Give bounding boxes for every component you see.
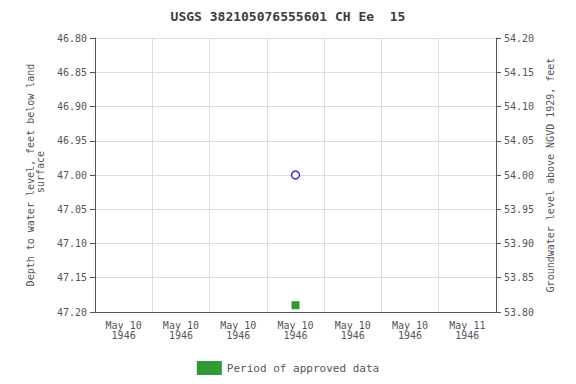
svg-text:46.85: 46.85 [57, 67, 87, 78]
svg-text:53.85: 53.85 [504, 272, 534, 283]
svg-text:54.15: 54.15 [504, 67, 534, 78]
svg-text:Groundwater level above NGVD 1: Groundwater level above NGVD 1929, feet [545, 58, 556, 293]
svg-text:47.00: 47.00 [57, 170, 87, 181]
svg-text:54.10: 54.10 [504, 101, 534, 112]
svg-text:May 10: May 10 [392, 319, 429, 331]
svg-text:May 11: May 11 [449, 319, 486, 331]
svg-text:47.10: 47.10 [57, 238, 87, 249]
svg-text:May 10: May 10 [162, 319, 199, 331]
svg-text:1946: 1946 [455, 330, 479, 341]
svg-text:May 10: May 10 [105, 319, 142, 331]
svg-text:1946: 1946 [283, 330, 307, 341]
svg-text:46.80: 46.80 [57, 33, 87, 44]
svg-text:USGS 382105076555601 CH Ee 15: USGS 382105076555601 CH Ee 15 [171, 9, 406, 24]
svg-text:47.15: 47.15 [57, 272, 87, 283]
svg-text:surface: surface [35, 151, 46, 199]
svg-text:46.95: 46.95 [57, 135, 87, 146]
svg-text:54.05: 54.05 [504, 135, 534, 146]
svg-text:53.90: 53.90 [504, 238, 534, 249]
svg-text:54.00: 54.00 [504, 170, 534, 181]
svg-text:May 10: May 10 [277, 319, 314, 331]
svg-text:Period of approved data: Period of approved data [227, 362, 379, 375]
svg-text:Depth to water level, feet bel: Depth to water level, feet below land [24, 63, 36, 287]
svg-text:1946: 1946 [169, 330, 193, 341]
svg-text:46.90: 46.90 [57, 101, 87, 112]
svg-text:1946: 1946 [112, 330, 136, 341]
svg-text:47.20: 47.20 [57, 307, 87, 318]
svg-text:1946: 1946 [398, 330, 422, 341]
svg-text:May 10: May 10 [220, 319, 257, 331]
svg-text:54.20: 54.20 [504, 33, 534, 44]
svg-text:1946: 1946 [341, 330, 365, 341]
svg-text:1946: 1946 [226, 330, 250, 341]
svg-text:May 10: May 10 [334, 319, 371, 331]
svg-text:53.80: 53.80 [504, 307, 534, 318]
svg-text:53.95: 53.95 [504, 204, 534, 215]
svg-text:47.05: 47.05 [57, 204, 87, 215]
